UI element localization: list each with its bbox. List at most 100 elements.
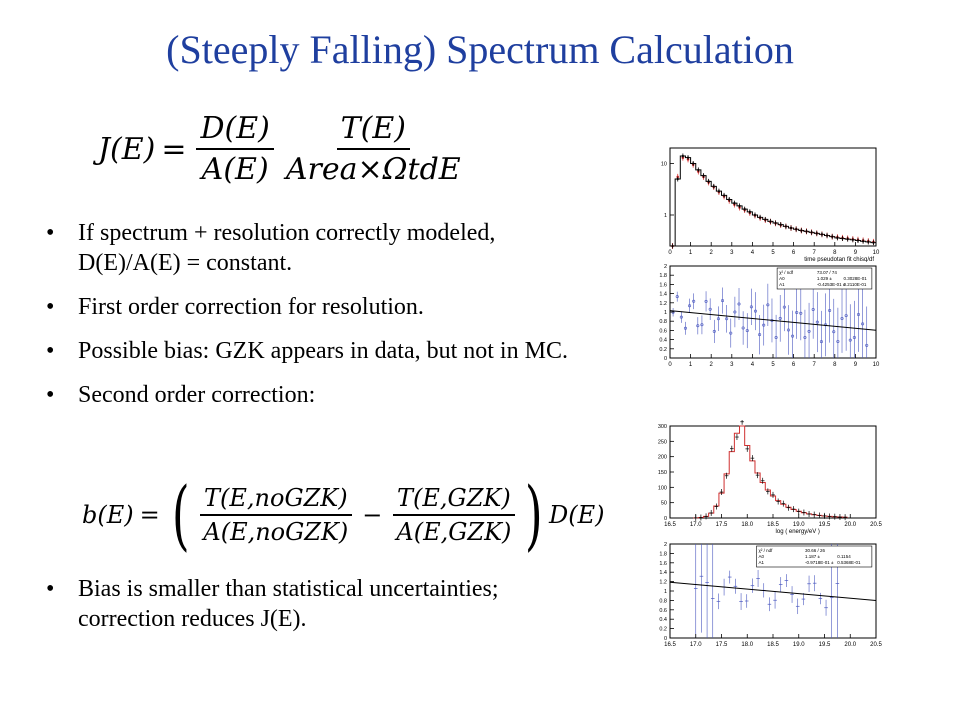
x-tick-label: 16.5 — [664, 642, 676, 648]
y-tick-label: 0.2 — [659, 627, 667, 633]
blue-point — [852, 336, 856, 340]
blue-point — [700, 323, 704, 327]
black-point — [831, 235, 834, 238]
blue-point — [675, 295, 679, 299]
blue-point — [704, 299, 708, 303]
y-tick-label: 0.8 — [659, 319, 667, 325]
y-tick-label: 50 — [661, 501, 667, 507]
eq2-lhs: b(E) — [82, 501, 134, 529]
fit-stats-value: -0.4253E-01 ± — [817, 282, 846, 287]
bullet-text: First order correction for resolution. — [78, 294, 424, 320]
fit-stats-label: χ² / ndf — [779, 270, 794, 275]
fit-stats-error: 0.3028E-01 — [843, 276, 867, 281]
black-point — [846, 238, 849, 241]
blue-point — [786, 328, 790, 332]
x-tick-label: 16.5 — [664, 522, 676, 528]
bullet-dot: • — [46, 576, 55, 602]
blue-point — [795, 311, 799, 315]
y-tick-label: 0.6 — [659, 328, 667, 334]
fit-stats-label: A1 — [759, 560, 765, 565]
y-tick-label: 0.8 — [659, 598, 667, 604]
x-tick-label: 4 — [751, 250, 755, 256]
blue-point — [844, 314, 848, 318]
y-tick-label: 0 — [664, 636, 667, 642]
black-point — [856, 239, 860, 242]
fit-stats-label: A0 — [759, 554, 765, 559]
bullet-dot: • — [46, 382, 55, 408]
x-tick-label: 18.0 — [741, 642, 753, 648]
black-point — [681, 154, 684, 158]
blue-point — [832, 330, 836, 334]
x-tick-label: 19.0 — [793, 522, 805, 528]
eq2-frac2-numerator: T(E,GZK) — [393, 484, 515, 516]
y-tick-label: 1.4 — [659, 292, 667, 298]
bullet-item: • Possible bias: GZK appears in data, bu… — [46, 336, 586, 366]
blue-point — [819, 340, 823, 344]
bullet-dot: • — [46, 220, 55, 246]
black-point — [805, 230, 808, 233]
y-tick-label: 0 — [664, 516, 667, 522]
blue-point — [811, 308, 815, 312]
blue-point — [708, 307, 712, 311]
blue-point — [712, 329, 716, 333]
bullet-text: If spectrum + resolution correctly model… — [78, 220, 496, 276]
x-tick-label: 9 — [854, 362, 858, 368]
fit-stats-value: 30.66 / 26 — [805, 548, 826, 553]
bullet-list: • If spectrum + resolution correctly mod… — [46, 218, 586, 424]
x-tick-label: 20.5 — [870, 642, 882, 648]
chisq-distribution-plot: 0 1 2 3 4 5 6 7 8 9 10 10 1 time pseudotan fit chisq/… — [648, 142, 884, 262]
blue-point — [692, 299, 696, 303]
blue-point — [766, 303, 770, 307]
y-tick-label: 1 — [664, 213, 667, 219]
x-tick-label: 18.5 — [767, 642, 779, 648]
black-point — [707, 180, 710, 183]
x-tick-label: 2 — [710, 362, 714, 368]
eq2-fraction-nogzk: T(E,noGZK) A(E,noGZK) — [199, 484, 352, 546]
bullet-item: • First order correction for resolution. — [46, 292, 586, 322]
black-point — [692, 162, 695, 165]
bullet-text: Bias is smaller than statistical uncerta… — [78, 576, 499, 632]
y-tick-label: 1.4 — [659, 570, 667, 576]
y-tick-label: 0.4 — [659, 617, 667, 623]
blue-point — [856, 312, 860, 316]
black-point — [712, 185, 715, 188]
x-tick-label: 9 — [854, 250, 858, 256]
fit-stats-label: χ² / ndf — [759, 548, 774, 553]
x-tick-label: 1 — [689, 362, 693, 368]
fit-stats-error: 0.1154 — [837, 554, 851, 559]
x-tick-label: 4 — [751, 362, 755, 368]
blue-point — [803, 336, 807, 340]
black-point — [738, 204, 741, 208]
black-point — [867, 240, 870, 244]
black-point — [686, 156, 690, 159]
blue-point — [828, 308, 832, 312]
blue-point — [778, 316, 782, 320]
x-axis-label: time pseudotan fit chisq/df — [804, 257, 874, 262]
chisq-ratio-plot: χ² / ndf 73.07 / 74 A0 1.029 ± 0.3028E-01 A1 -… — [648, 262, 884, 372]
black-point — [851, 238, 854, 241]
blue-point — [799, 311, 803, 315]
fit-stats-label: A1 — [779, 282, 785, 287]
blue-point — [815, 320, 819, 324]
x-tick-label: 3 — [730, 250, 734, 256]
x-tick-label: 18.5 — [767, 522, 779, 528]
blue-point — [696, 324, 700, 328]
energy-distribution-plot: 16.5 17.0 17.5 18.0 18.5 19.0 19.5 20.0 20.5 0 50 1… — [648, 420, 884, 540]
x-tick-label: 17.5 — [716, 522, 728, 528]
black-point — [769, 220, 772, 223]
y-tick-label: 300 — [658, 424, 667, 430]
black-point — [774, 221, 777, 225]
x-tick-label: 7 — [813, 250, 817, 256]
eq2-right-paren: ) — [525, 470, 544, 559]
bullet-dot: • — [46, 338, 55, 364]
blue-point — [688, 304, 692, 308]
black-point — [789, 226, 793, 230]
blue-point — [840, 316, 844, 320]
blue-point — [749, 305, 753, 309]
blue-point — [762, 323, 766, 327]
y-tick-label: 0.6 — [659, 608, 667, 614]
x-tick-label: 7 — [813, 362, 817, 368]
blue-point — [807, 329, 811, 333]
x-tick-label: 19.5 — [819, 522, 831, 528]
x-tick-label: 0 — [668, 362, 672, 368]
